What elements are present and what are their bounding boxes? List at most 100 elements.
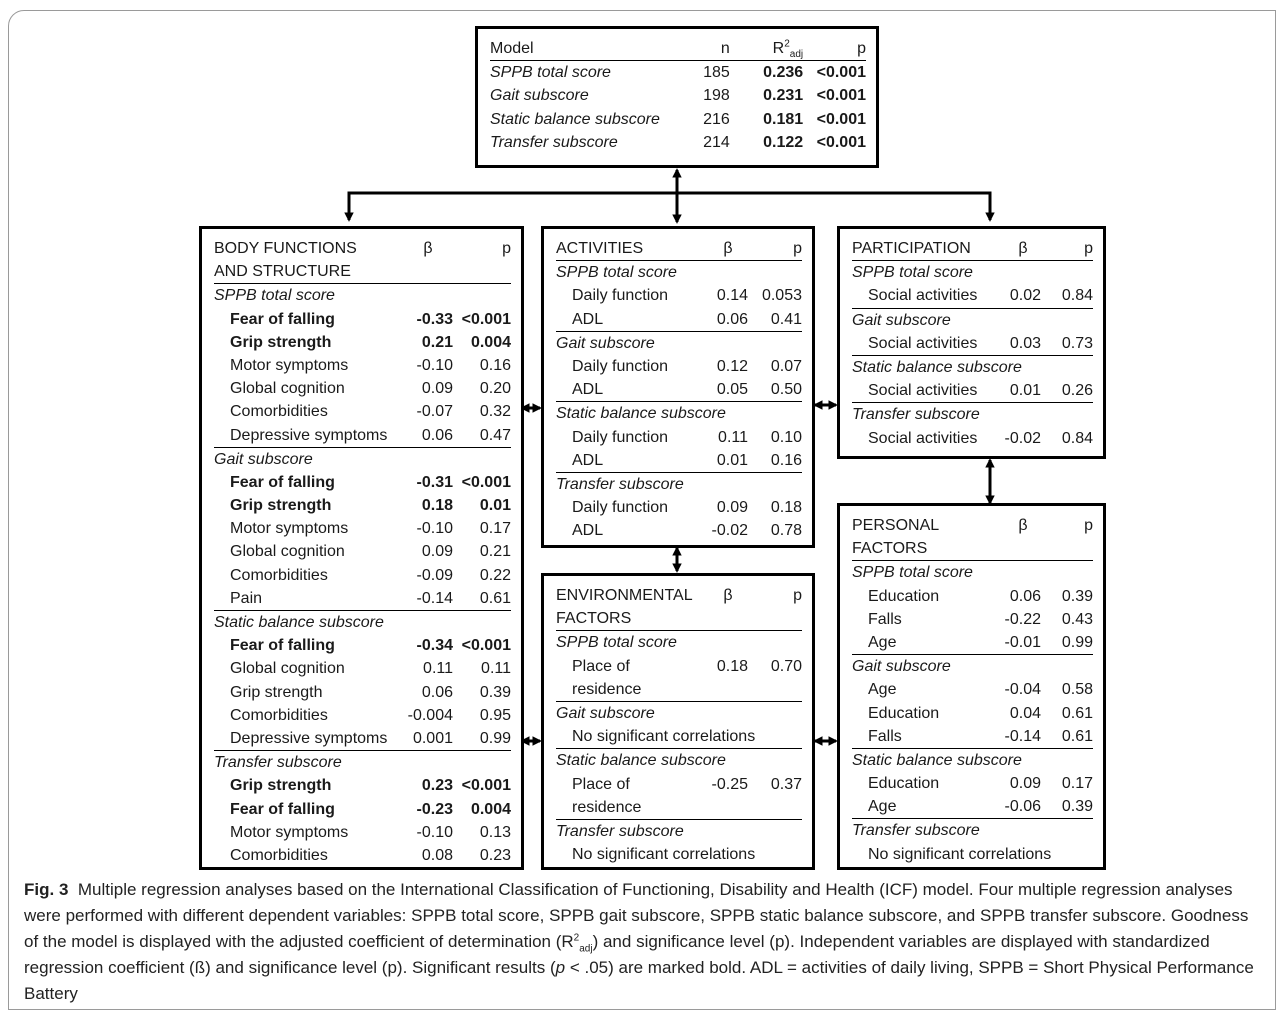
variable-row: ADL 0.05 0.50 <box>556 378 802 401</box>
beta-value: 0.12 <box>716 357 748 375</box>
variable-row: Grip strength 0.06 0.39 <box>214 681 511 704</box>
variable-label: Grip strength <box>230 333 332 351</box>
subscore-header: Gait subscore <box>852 654 1093 678</box>
variable-row: Fear of falling -0.33 <0.001 <box>214 308 511 331</box>
variable-row: Daily function 0.09 0.18 <box>556 496 802 519</box>
subscore-label: Transfer subscore <box>556 822 684 840</box>
beta-value: -0.10 <box>416 823 453 841</box>
subscore-header: Static balance subscore <box>556 401 802 425</box>
p-value: 0.78 <box>770 522 802 540</box>
model-n: 216 <box>703 110 730 128</box>
beta-value: -0.23 <box>416 800 453 818</box>
model-p: <0.001 <box>816 87 866 105</box>
body-groups: SPPB total score Fear of falling -0.33 <0.0… <box>214 284 511 867</box>
variable-row: Education 0.09 0.17 <box>852 772 1093 795</box>
beta-value: 0.06 <box>716 310 748 328</box>
variable-label: Falls <box>868 727 902 745</box>
activities-box: ACTIVITIES β p SPPB total score Daily fun… <box>541 226 815 548</box>
beta-value: -0.22 <box>1004 610 1041 628</box>
p-value: 0.13 <box>479 823 511 841</box>
variable-row: Depressive symptoms 0.001 0.99 <box>214 727 511 750</box>
arrow-to-participation <box>677 191 995 222</box>
variable-label: Daily function <box>572 357 669 375</box>
subscore-header: Static balance subscore <box>556 748 802 772</box>
variable-row: Global cognition 0.09 0.20 <box>214 377 511 400</box>
beta-value: 0.09 <box>1009 775 1041 793</box>
p-value: <0.001 <box>461 637 511 655</box>
subscore-label: Gait subscore <box>214 450 313 468</box>
variable-label: Daily function <box>572 287 669 305</box>
subscore-header: Transfer subscore <box>556 471 802 496</box>
model-name: Gait subscore <box>490 87 589 105</box>
variable-row-cont: residence <box>556 678 802 701</box>
p-value: 0.004 <box>470 800 511 818</box>
beta-value: 0.11 <box>423 660 453 678</box>
figure-number: Fig. 3 <box>24 880 69 899</box>
variable-row: ADL 0.06 0.41 <box>556 308 802 331</box>
variable-row: Depressive symptoms 0.06 0.47 <box>214 424 511 447</box>
p-value: 0.43 <box>1061 610 1093 628</box>
subscore-header: Transfer subscore <box>852 818 1093 842</box>
variable-label: ADL <box>572 310 604 328</box>
variable-row: Education 0.06 0.39 <box>852 585 1093 608</box>
beta-value: 0.06 <box>421 426 453 444</box>
variable-label: Falls <box>868 610 902 628</box>
beta-value: -0.02 <box>711 522 748 540</box>
variable-row: Motor symptoms -0.10 0.17 <box>214 517 511 540</box>
beta-value: -0.25 <box>711 775 748 793</box>
beta-value: -0.34 <box>416 637 453 655</box>
variable-label: Age <box>868 633 897 651</box>
subscore-label: SPPB total score <box>556 634 677 652</box>
subscore-header: SPPB total score <box>556 261 802 284</box>
body-functions-box: BODY FUNCTIONS β p AND STRUCTURE SPPB to… <box>199 226 524 870</box>
p-header: p <box>502 240 511 257</box>
subscore-header: Transfer subscore <box>852 402 1093 426</box>
p-value: 0.41 <box>770 310 802 328</box>
subscore-label: Static balance subscore <box>556 405 726 423</box>
beta-value: 0.18 <box>716 657 748 675</box>
variable-label: Comorbidities <box>230 566 328 584</box>
p-value: 0.99 <box>479 729 511 747</box>
model-name: SPPB total score <box>490 64 611 82</box>
model-p: <0.001 <box>816 133 866 151</box>
no-significant-row: No significant correlations <box>556 725 802 748</box>
variable-row: Age -0.06 0.39 <box>852 795 1093 818</box>
r2-adj-header: R2adj <box>772 38 804 61</box>
variable-label: ADL <box>572 522 604 540</box>
beta-value: 0.09 <box>421 380 453 398</box>
model-n: 198 <box>703 87 730 105</box>
p-value: 0.61 <box>479 589 511 607</box>
beta-value: 0.04 <box>1009 704 1041 722</box>
beta-value: 0.01 <box>1009 382 1041 400</box>
variable-row: Grip strength 0.23 <0.001 <box>214 774 511 797</box>
beta-value: 0.03 <box>1009 334 1041 352</box>
subscore-label: Transfer subscore <box>852 406 980 424</box>
p-value: 0.10 <box>770 428 802 446</box>
p-value: 0.61 <box>1061 704 1093 722</box>
variable-label: Education <box>868 775 940 793</box>
beta-value: 0.09 <box>716 499 748 517</box>
figure-caption: Fig. 3 Multiple regression analyses base… <box>24 880 1254 1003</box>
beta-value: 0.21 <box>421 333 453 351</box>
p-value: 0.11 <box>481 660 511 678</box>
variable-row: Comorbidities -0.004 0.95 <box>214 704 511 727</box>
variable-label-cont: residence <box>572 680 642 698</box>
p-value: 0.39 <box>1061 798 1093 816</box>
p-value: 0.39 <box>479 683 511 701</box>
beta-value: -0.09 <box>416 566 453 584</box>
beta-value: -0.004 <box>407 706 453 724</box>
variable-label: Pain <box>230 589 263 607</box>
variable-label: Comorbidities <box>230 706 328 724</box>
environmental-groups: SPPB total score Place of 0.18 0.70 residenc… <box>556 631 802 866</box>
p-value: 0.47 <box>479 426 511 444</box>
activities-groups: SPPB total score Daily function 0.14 0.053 A… <box>556 261 802 542</box>
model-p: <0.001 <box>816 64 866 82</box>
subscore-label: Static balance subscore <box>852 358 1022 376</box>
variable-label: Motor symptoms <box>230 356 349 374</box>
model-row: SPPB total score 185 0.236 <0.001 <box>490 61 866 84</box>
variable-row: Education 0.04 0.61 <box>852 702 1093 725</box>
variable-row: Social activities 0.02 0.84 <box>852 284 1093 307</box>
subscore-header: Transfer subscore <box>214 750 511 774</box>
subscore-header: Static balance subscore <box>852 747 1093 772</box>
variable-row: Place of -0.25 0.37 <box>556 773 802 796</box>
